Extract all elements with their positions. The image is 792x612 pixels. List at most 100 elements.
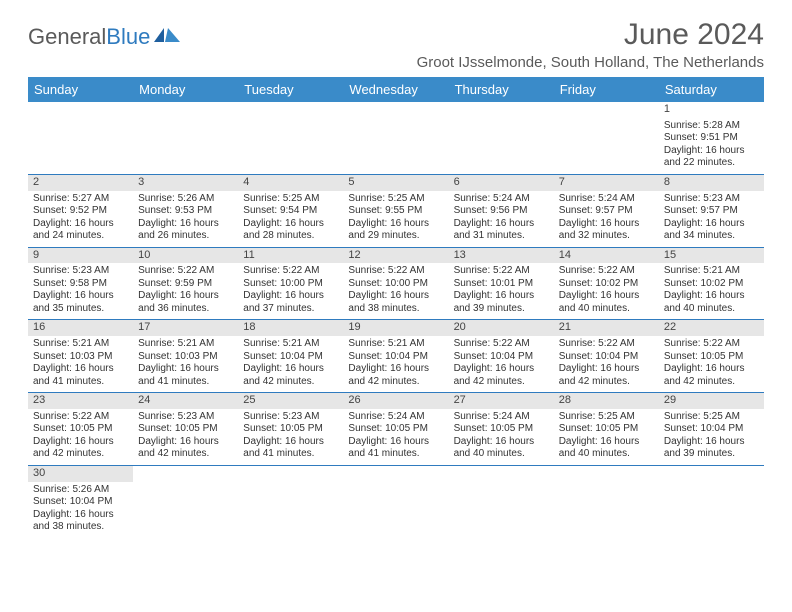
daylight-line: and 31 minutes. [454, 230, 549, 243]
daylight-line: and 40 minutes. [664, 303, 759, 316]
daylight-line: and 32 minutes. [559, 230, 654, 243]
daylight-line: and 38 minutes. [348, 303, 443, 316]
sunrise-line: Sunrise: 5:21 AM [33, 338, 128, 351]
daylight-line: Daylight: 16 hours [664, 290, 759, 303]
sunrise-line: Sunrise: 5:25 AM [348, 193, 443, 206]
daylight-line: and 40 minutes. [454, 448, 549, 461]
day-cell: 24Sunrise: 5:23 AMSunset: 10:05 PMDaylig… [133, 393, 238, 466]
day-cell: 25Sunrise: 5:23 AMSunset: 10:05 PMDaylig… [238, 393, 343, 466]
sunrise-line: Sunrise: 5:23 AM [243, 411, 338, 424]
day-cell: 21Sunrise: 5:22 AMSunset: 10:04 PMDaylig… [554, 320, 659, 393]
sunrise-line: Sunrise: 5:25 AM [559, 411, 654, 424]
day-cell: 28Sunrise: 5:25 AMSunset: 10:05 PMDaylig… [554, 393, 659, 466]
sunrise-line: Sunrise: 5:24 AM [454, 193, 549, 206]
sunrise-line: Sunrise: 5:22 AM [559, 338, 654, 351]
day-cell [659, 465, 764, 537]
day-number: 26 [343, 393, 448, 409]
daylight-line: Daylight: 16 hours [33, 290, 128, 303]
daylight-line: and 28 minutes. [243, 230, 338, 243]
sunset-line: Sunset: 10:04 PM [243, 351, 338, 364]
day-cell: 14Sunrise: 5:22 AMSunset: 10:02 PMDaylig… [554, 247, 659, 320]
sunrise-line: Sunrise: 5:23 AM [664, 193, 759, 206]
daylight-line: and 26 minutes. [138, 230, 233, 243]
daylight-line: and 42 minutes. [454, 376, 549, 389]
sunset-line: Sunset: 9:57 PM [559, 205, 654, 218]
day-number: 8 [659, 175, 764, 191]
daylight-line: Daylight: 16 hours [33, 218, 128, 231]
day-number: 14 [554, 248, 659, 264]
dow-friday: Friday [554, 77, 659, 102]
day-cell: 26Sunrise: 5:24 AMSunset: 10:05 PMDaylig… [343, 393, 448, 466]
daylight-line: and 35 minutes. [33, 303, 128, 316]
sunset-line: Sunset: 9:57 PM [664, 205, 759, 218]
daylight-line: Daylight: 16 hours [664, 363, 759, 376]
sunset-line: Sunset: 10:05 PM [243, 423, 338, 436]
day-cell: 29Sunrise: 5:25 AMSunset: 10:04 PMDaylig… [659, 393, 764, 466]
brand-logo: GeneralBlue [28, 18, 180, 50]
daylight-line: Daylight: 16 hours [138, 436, 233, 449]
daylight-line: and 41 minutes. [33, 376, 128, 389]
day-cell [554, 102, 659, 174]
daylight-line: and 29 minutes. [348, 230, 443, 243]
day-cell [238, 102, 343, 174]
sunset-line: Sunset: 10:03 PM [138, 351, 233, 364]
sunset-line: Sunset: 10:05 PM [33, 423, 128, 436]
daylight-line: Daylight: 16 hours [348, 363, 443, 376]
day-cell: 20Sunrise: 5:22 AMSunset: 10:04 PMDaylig… [449, 320, 554, 393]
sunset-line: Sunset: 10:03 PM [33, 351, 128, 364]
daylight-line: and 39 minutes. [454, 303, 549, 316]
day-cell: 18Sunrise: 5:21 AMSunset: 10:04 PMDaylig… [238, 320, 343, 393]
dow-monday: Monday [133, 77, 238, 102]
day-cell: 13Sunrise: 5:22 AMSunset: 10:01 PMDaylig… [449, 247, 554, 320]
daylight-line: Daylight: 16 hours [454, 436, 549, 449]
sunset-line: Sunset: 10:04 PM [559, 351, 654, 364]
day-number: 11 [238, 248, 343, 264]
daylight-line: and 38 minutes. [33, 521, 128, 534]
sunset-line: Sunset: 9:51 PM [664, 132, 759, 145]
daylight-line: and 41 minutes. [243, 448, 338, 461]
daylight-line: Daylight: 16 hours [138, 363, 233, 376]
day-cell: 15Sunrise: 5:21 AMSunset: 10:02 PMDaylig… [659, 247, 764, 320]
daylight-line: and 42 minutes. [138, 448, 233, 461]
day-number: 6 [449, 175, 554, 191]
daylight-line: and 42 minutes. [33, 448, 128, 461]
daylight-line: and 34 minutes. [664, 230, 759, 243]
daylight-line: Daylight: 16 hours [243, 436, 338, 449]
day-number: 20 [449, 320, 554, 336]
week-row: 2Sunrise: 5:27 AMSunset: 9:52 PMDaylight… [28, 174, 764, 247]
sunrise-line: Sunrise: 5:28 AM [664, 120, 759, 133]
daylight-line: Daylight: 16 hours [454, 290, 549, 303]
day-number: 5 [343, 175, 448, 191]
daylight-line: Daylight: 16 hours [243, 363, 338, 376]
title-block: June 2024 Groot IJsselmonde, South Holla… [417, 18, 764, 71]
daylight-line: Daylight: 16 hours [454, 218, 549, 231]
day-number: 4 [238, 175, 343, 191]
day-number: 23 [28, 393, 133, 409]
day-cell: 2Sunrise: 5:27 AMSunset: 9:52 PMDaylight… [28, 174, 133, 247]
calendar-table: Sunday Monday Tuesday Wednesday Thursday… [28, 77, 764, 538]
day-number: 17 [133, 320, 238, 336]
sunset-line: Sunset: 10:01 PM [454, 278, 549, 291]
sunrise-line: Sunrise: 5:26 AM [33, 484, 128, 497]
daylight-line: and 42 minutes. [243, 376, 338, 389]
day-cell [238, 465, 343, 537]
sunset-line: Sunset: 10:02 PM [559, 278, 654, 291]
daylight-line: Daylight: 16 hours [664, 436, 759, 449]
day-number: 15 [659, 248, 764, 264]
week-row: 23Sunrise: 5:22 AMSunset: 10:05 PMDaylig… [28, 393, 764, 466]
day-number: 13 [449, 248, 554, 264]
day-cell: 3Sunrise: 5:26 AMSunset: 9:53 PMDaylight… [133, 174, 238, 247]
daylight-line: Daylight: 16 hours [664, 218, 759, 231]
day-number: 2 [28, 175, 133, 191]
sunset-line: Sunset: 9:53 PM [138, 205, 233, 218]
day-cell: 5Sunrise: 5:25 AMSunset: 9:55 PMDaylight… [343, 174, 448, 247]
daylight-line: and 40 minutes. [559, 303, 654, 316]
day-cell [133, 102, 238, 174]
sunset-line: Sunset: 10:05 PM [664, 351, 759, 364]
sunset-line: Sunset: 10:02 PM [664, 278, 759, 291]
sunset-line: Sunset: 9:58 PM [33, 278, 128, 291]
day-cell [28, 102, 133, 174]
dow-sunday: Sunday [28, 77, 133, 102]
daylight-line: and 40 minutes. [559, 448, 654, 461]
dow-tuesday: Tuesday [238, 77, 343, 102]
